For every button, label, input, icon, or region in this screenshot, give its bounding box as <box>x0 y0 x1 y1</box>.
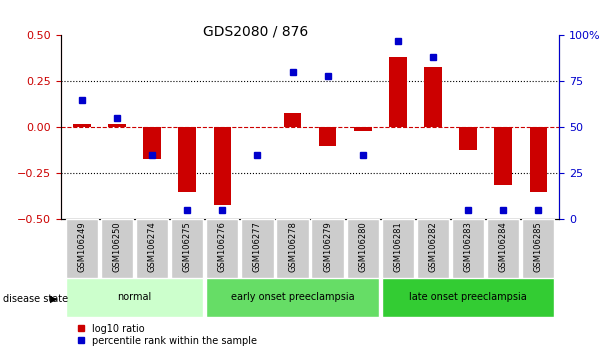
Legend: log10 ratio, percentile rank within the sample: log10 ratio, percentile rank within the … <box>78 324 257 346</box>
Bar <box>494 127 512 184</box>
Bar <box>108 124 126 127</box>
Text: GSM106275: GSM106275 <box>182 221 192 272</box>
Bar <box>530 127 547 192</box>
Bar <box>319 127 336 146</box>
Text: normal: normal <box>117 292 151 302</box>
Text: GDS2080 / 876: GDS2080 / 876 <box>202 25 308 39</box>
Bar <box>284 113 302 127</box>
FancyBboxPatch shape <box>206 219 238 278</box>
Text: early onset preeclampsia: early onset preeclampsia <box>230 292 354 302</box>
Bar <box>424 67 442 127</box>
FancyBboxPatch shape <box>382 219 414 278</box>
FancyBboxPatch shape <box>241 219 274 278</box>
Bar <box>459 127 477 149</box>
Bar <box>213 127 231 205</box>
Text: GSM106277: GSM106277 <box>253 221 262 272</box>
FancyBboxPatch shape <box>347 219 379 278</box>
Text: GSM106285: GSM106285 <box>534 221 543 272</box>
Text: GSM106280: GSM106280 <box>358 221 367 272</box>
Bar <box>178 127 196 192</box>
Text: GSM106249: GSM106249 <box>77 221 86 272</box>
Text: late onset preeclampsia: late onset preeclampsia <box>409 292 527 302</box>
FancyBboxPatch shape <box>522 219 554 278</box>
Text: GSM106250: GSM106250 <box>112 221 122 272</box>
FancyBboxPatch shape <box>311 219 344 278</box>
FancyBboxPatch shape <box>206 278 379 317</box>
FancyBboxPatch shape <box>101 219 133 278</box>
FancyBboxPatch shape <box>487 219 519 278</box>
Text: GSM106279: GSM106279 <box>323 221 332 272</box>
Text: GSM106281: GSM106281 <box>393 221 402 272</box>
FancyBboxPatch shape <box>171 219 203 278</box>
Text: GSM106282: GSM106282 <box>429 221 438 272</box>
FancyBboxPatch shape <box>136 219 168 278</box>
Text: ▶: ▶ <box>50 294 58 304</box>
FancyBboxPatch shape <box>66 278 203 317</box>
FancyBboxPatch shape <box>452 219 484 278</box>
Text: disease state: disease state <box>3 294 68 304</box>
FancyBboxPatch shape <box>382 278 554 317</box>
Bar <box>73 124 91 127</box>
FancyBboxPatch shape <box>417 219 449 278</box>
Bar <box>389 57 407 127</box>
Text: GSM106276: GSM106276 <box>218 221 227 272</box>
Bar <box>143 127 161 159</box>
Text: GSM106284: GSM106284 <box>499 221 508 272</box>
Text: GSM106274: GSM106274 <box>148 221 157 272</box>
Text: GSM106283: GSM106283 <box>463 221 472 272</box>
Text: GSM106278: GSM106278 <box>288 221 297 272</box>
FancyBboxPatch shape <box>66 219 98 278</box>
FancyBboxPatch shape <box>277 219 309 278</box>
Bar <box>354 127 371 131</box>
